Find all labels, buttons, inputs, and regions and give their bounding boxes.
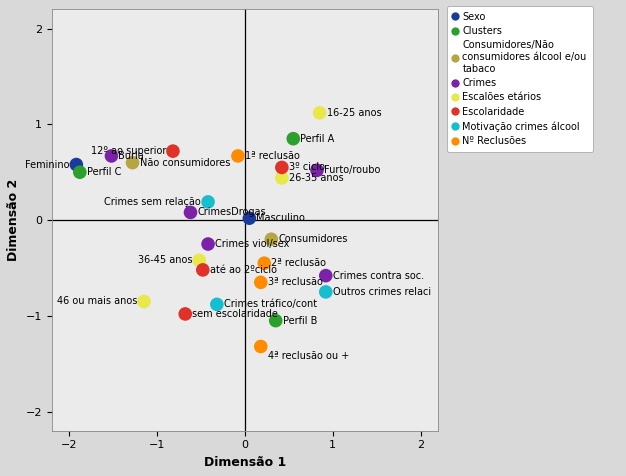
Point: [203, 198, 213, 206]
Text: Crimes sem relação: Crimes sem relação: [105, 197, 201, 207]
Point: [315, 109, 325, 117]
Text: sem escolaridade: sem escolaridade: [192, 309, 278, 319]
Y-axis label: Dimensão 2: Dimensão 2: [7, 179, 20, 261]
Point: [256, 278, 266, 286]
Text: 4ª reclusão ou +: 4ª reclusão ou +: [268, 351, 349, 361]
Text: até ao 2ºciclo: até ao 2ºciclo: [210, 265, 277, 275]
Text: 1ª reclusão: 1ª reclusão: [245, 151, 300, 161]
Text: 36-45 anos: 36-45 anos: [138, 255, 192, 265]
Text: 26-35 anos: 26-35 anos: [289, 173, 344, 183]
Point: [277, 164, 287, 171]
Point: [203, 240, 213, 248]
Point: [312, 167, 322, 174]
Point: [194, 257, 204, 264]
Text: 46 ou mais anos: 46 ou mais anos: [56, 297, 137, 307]
Point: [244, 214, 254, 222]
Point: [185, 208, 195, 216]
Text: 3º ciclo: 3º ciclo: [289, 162, 325, 172]
Legend: Sexo, Clusters, Consumidores/Não
consumidores álcool e/ou
tabaco, Crimes, Escalõ: Sexo, Clusters, Consumidores/Não consumi…: [447, 6, 593, 152]
Point: [256, 343, 266, 350]
Text: Feminino: Feminino: [25, 159, 69, 169]
Text: Furto/roubo: Furto/roubo: [324, 165, 381, 175]
Point: [270, 317, 280, 325]
Text: CrimesDrogas: CrimesDrogas: [198, 208, 266, 218]
Point: [180, 310, 190, 318]
Text: Outros crimes relaci: Outros crimes relaci: [333, 287, 431, 297]
Point: [75, 169, 85, 176]
X-axis label: Dimensão 1: Dimensão 1: [204, 456, 286, 469]
Point: [71, 161, 81, 169]
Text: Perfil B: Perfil B: [283, 316, 317, 326]
Point: [106, 152, 116, 160]
Point: [128, 159, 138, 167]
Point: [288, 135, 298, 142]
Point: [259, 259, 269, 267]
Point: [168, 148, 178, 155]
Text: Burla: Burla: [118, 151, 144, 161]
Text: 2ª reclusão: 2ª reclusão: [271, 258, 326, 268]
Text: Consumidores: Consumidores: [279, 234, 347, 244]
Point: [321, 272, 331, 279]
Text: Não consumidores: Não consumidores: [140, 158, 230, 168]
Text: Masculino: Masculino: [257, 213, 305, 223]
Point: [321, 288, 331, 296]
Text: Crimes contra soc.: Crimes contra soc.: [333, 271, 424, 281]
Point: [198, 266, 208, 274]
Text: 16-25 anos: 16-25 anos: [327, 108, 381, 118]
Text: Crimes viol/sex: Crimes viol/sex: [215, 239, 289, 249]
Text: Perfil A: Perfil A: [300, 134, 334, 144]
Text: Perfil C: Perfil C: [87, 167, 121, 177]
Point: [139, 298, 149, 305]
Point: [277, 174, 287, 182]
Text: Crimes tráfico/cont: Crimes tráfico/cont: [224, 299, 317, 309]
Text: 3ª reclusão: 3ª reclusão: [268, 278, 322, 288]
Text: 12º ao superior: 12º ao superior: [91, 146, 166, 156]
Point: [266, 236, 276, 243]
Point: [233, 152, 243, 160]
Point: [212, 300, 222, 308]
